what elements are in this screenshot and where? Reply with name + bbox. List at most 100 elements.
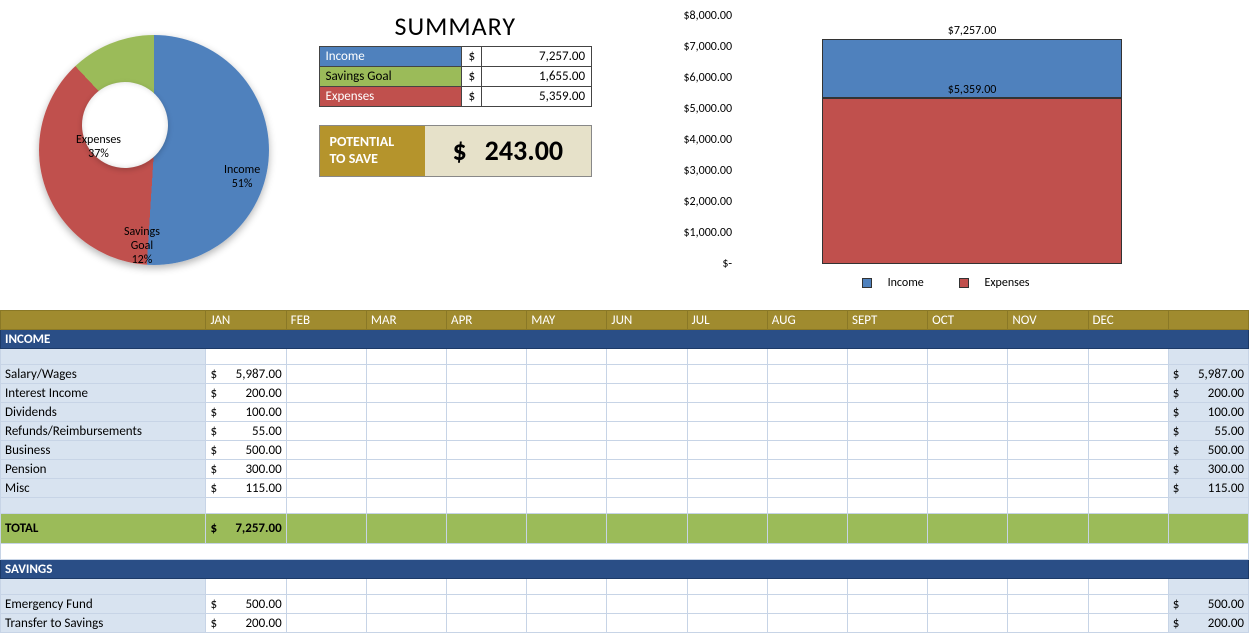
row-label[interactable]: Dividends xyxy=(1,403,206,422)
cell-empty[interactable] xyxy=(366,479,446,498)
cell-empty[interactable] xyxy=(928,365,1008,384)
cell-empty[interactable] xyxy=(1088,595,1168,614)
cell-empty[interactable] xyxy=(286,384,366,403)
cell-empty[interactable] xyxy=(1008,441,1088,460)
cell-jan[interactable]: $500.00 xyxy=(206,441,286,460)
cell-empty[interactable] xyxy=(687,384,767,403)
row-label[interactable]: Interest Income xyxy=(1,384,206,403)
cell-empty[interactable] xyxy=(847,441,927,460)
cell-empty[interactable] xyxy=(447,384,527,403)
cell-empty[interactable] xyxy=(1088,614,1168,633)
cell-empty[interactable] xyxy=(366,460,446,479)
cell-empty[interactable] xyxy=(687,403,767,422)
cell-empty[interactable] xyxy=(928,479,1008,498)
cell-empty[interactable] xyxy=(847,403,927,422)
cell-empty[interactable] xyxy=(1088,384,1168,403)
cell-empty[interactable] xyxy=(286,460,366,479)
cell-empty[interactable] xyxy=(447,403,527,422)
cell-empty[interactable] xyxy=(286,441,366,460)
table-row[interactable]: Salary/Wages$5,987.00$5,987.00 xyxy=(1,365,1249,384)
cell-empty[interactable] xyxy=(607,422,687,441)
cell-empty[interactable] xyxy=(928,403,1008,422)
table-row[interactable]: Dividends$100.00$100.00 xyxy=(1,403,1249,422)
cell-empty[interactable] xyxy=(687,614,767,633)
table-row[interactable]: Transfer to Savings$200.00$200.00 xyxy=(1,614,1249,633)
table-row[interactable]: Emergency Fund$500.00$500.00 xyxy=(1,595,1249,614)
cell-empty[interactable] xyxy=(687,595,767,614)
table-row[interactable]: Business$500.00$500.00 xyxy=(1,441,1249,460)
cell-empty[interactable] xyxy=(607,460,687,479)
cell-empty[interactable] xyxy=(1088,460,1168,479)
row-label[interactable]: Emergency Fund xyxy=(1,595,206,614)
row-label[interactable]: Salary/Wages xyxy=(1,365,206,384)
cell-jan[interactable]: $5,987.00 xyxy=(206,365,286,384)
cell-empty[interactable] xyxy=(928,595,1008,614)
cell-empty[interactable] xyxy=(847,614,927,633)
cell-empty[interactable] xyxy=(1008,365,1088,384)
cell-empty[interactable] xyxy=(447,595,527,614)
cell-empty[interactable] xyxy=(607,403,687,422)
cell-empty[interactable] xyxy=(286,479,366,498)
cell-empty[interactable] xyxy=(527,595,607,614)
row-label[interactable]: Refunds/Reimbursements xyxy=(1,422,206,441)
cell-empty[interactable] xyxy=(607,479,687,498)
cell-empty[interactable] xyxy=(1088,403,1168,422)
cell-empty[interactable] xyxy=(687,460,767,479)
cell-empty[interactable] xyxy=(1088,422,1168,441)
cell-empty[interactable] xyxy=(527,441,607,460)
cell-empty[interactable] xyxy=(607,614,687,633)
cell-empty[interactable] xyxy=(687,441,767,460)
table-row[interactable]: Misc$115.00$115.00 xyxy=(1,479,1249,498)
cell-empty[interactable] xyxy=(928,460,1008,479)
cell-empty[interactable] xyxy=(447,365,527,384)
cell-empty[interactable] xyxy=(1088,365,1168,384)
row-label[interactable]: Business xyxy=(1,441,206,460)
cell-empty[interactable] xyxy=(1008,460,1088,479)
cell-empty[interactable] xyxy=(928,384,1008,403)
cell-empty[interactable] xyxy=(447,441,527,460)
cell-empty[interactable] xyxy=(366,614,446,633)
cell-empty[interactable] xyxy=(847,422,927,441)
cell-empty[interactable] xyxy=(366,403,446,422)
table-row[interactable]: Pension$300.00$300.00 xyxy=(1,460,1249,479)
cell-jan[interactable]: $115.00 xyxy=(206,479,286,498)
cell-empty[interactable] xyxy=(928,422,1008,441)
cell-empty[interactable] xyxy=(527,460,607,479)
row-label[interactable]: Transfer to Savings xyxy=(1,614,206,633)
cell-empty[interactable] xyxy=(286,422,366,441)
cell-empty[interactable] xyxy=(286,614,366,633)
cell-empty[interactable] xyxy=(1008,614,1088,633)
cell-empty[interactable] xyxy=(447,479,527,498)
cell-empty[interactable] xyxy=(767,384,847,403)
cell-empty[interactable] xyxy=(847,384,927,403)
cell-empty[interactable] xyxy=(767,422,847,441)
cell-empty[interactable] xyxy=(687,479,767,498)
cell-empty[interactable] xyxy=(767,479,847,498)
cell-empty[interactable] xyxy=(447,422,527,441)
cell-empty[interactable] xyxy=(366,595,446,614)
cell-empty[interactable] xyxy=(847,479,927,498)
cell-empty[interactable] xyxy=(527,614,607,633)
row-label[interactable]: Pension xyxy=(1,460,206,479)
cell-empty[interactable] xyxy=(1008,384,1088,403)
cell-empty[interactable] xyxy=(847,365,927,384)
budget-grid[interactable]: JAN FEB MAR APR MAY JUN JUL AUG SEPT OCT… xyxy=(0,310,1249,633)
cell-empty[interactable] xyxy=(286,403,366,422)
cell-empty[interactable] xyxy=(1008,595,1088,614)
cell-empty[interactable] xyxy=(1008,479,1088,498)
cell-empty[interactable] xyxy=(687,422,767,441)
cell-jan[interactable]: $500.00 xyxy=(206,595,286,614)
income-total-jan[interactable]: $7,257.00 xyxy=(206,514,286,544)
cell-empty[interactable] xyxy=(767,595,847,614)
cell-empty[interactable] xyxy=(447,460,527,479)
table-row[interactable]: Refunds/Reimbursements$55.00$55.00 xyxy=(1,422,1249,441)
cell-empty[interactable] xyxy=(366,384,446,403)
cell-empty[interactable] xyxy=(366,441,446,460)
cell-jan[interactable]: $300.00 xyxy=(206,460,286,479)
cell-empty[interactable] xyxy=(527,384,607,403)
cell-empty[interactable] xyxy=(607,384,687,403)
cell-empty[interactable] xyxy=(928,614,1008,633)
cell-empty[interactable] xyxy=(366,422,446,441)
cell-empty[interactable] xyxy=(767,403,847,422)
cell-empty[interactable] xyxy=(607,595,687,614)
